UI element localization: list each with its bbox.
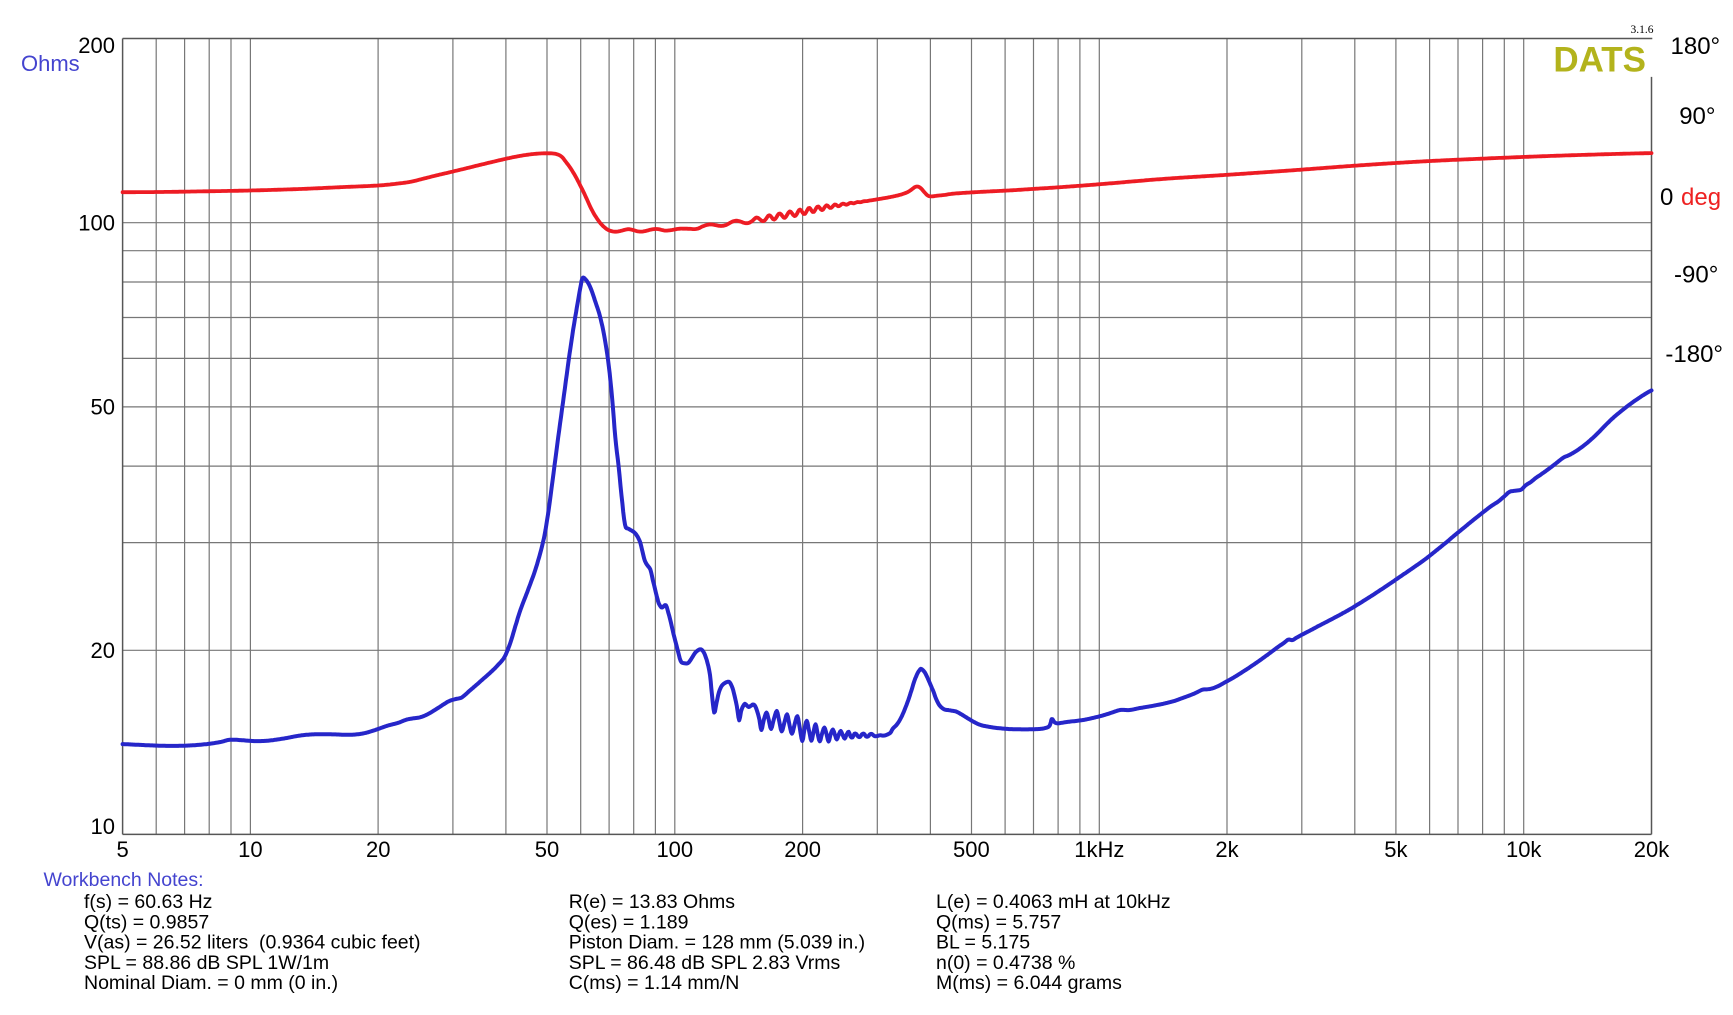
svg-text:deg: deg bbox=[1681, 184, 1721, 211]
svg-text:500: 500 bbox=[953, 837, 990, 862]
svg-text:20: 20 bbox=[91, 638, 115, 663]
svg-text:BL = 5.175: BL = 5.175 bbox=[936, 932, 1030, 954]
svg-text:200: 200 bbox=[78, 33, 115, 58]
svg-text:5k: 5k bbox=[1384, 837, 1408, 862]
svg-text:SPL = 88.86 dB SPL 1W/1m: SPL = 88.86 dB SPL 1W/1m bbox=[84, 952, 329, 974]
svg-text:L(e) = 0.4063 mH at 10kHz: L(e) = 0.4063 mH at 10kHz bbox=[936, 891, 1171, 913]
svg-text:90°: 90° bbox=[1679, 103, 1715, 130]
svg-text:3.1.6: 3.1.6 bbox=[1631, 24, 1654, 36]
svg-text:SPL = 86.48 dB SPL 2.83 Vrms: SPL = 86.48 dB SPL 2.83 Vrms bbox=[569, 952, 841, 974]
svg-text:f(s) = 60.63 Hz: f(s) = 60.63 Hz bbox=[84, 891, 212, 913]
svg-text:10: 10 bbox=[91, 814, 115, 839]
svg-text:5: 5 bbox=[116, 837, 128, 862]
svg-text:Piston Diam. = 128 mm (5.039 i: Piston Diam. = 128 mm (5.039 in.) bbox=[569, 932, 865, 954]
svg-text:10k: 10k bbox=[1506, 837, 1542, 862]
svg-text:20k: 20k bbox=[1634, 837, 1670, 862]
svg-text:50: 50 bbox=[535, 837, 559, 862]
svg-text:20: 20 bbox=[366, 837, 390, 862]
svg-text:Workbench Notes:: Workbench Notes: bbox=[44, 869, 204, 891]
svg-text:Ohms: Ohms bbox=[21, 51, 80, 76]
svg-text:10: 10 bbox=[238, 837, 262, 862]
svg-text:-90°: -90° bbox=[1674, 262, 1718, 289]
svg-text:Nominal Diam. = 0 mm (0 in.): Nominal Diam. = 0 mm (0 in.) bbox=[84, 972, 338, 994]
svg-text:Q(es) = 1.189: Q(es) = 1.189 bbox=[569, 911, 689, 933]
svg-text:-180°: -180° bbox=[1665, 341, 1723, 368]
svg-text:100: 100 bbox=[78, 210, 115, 235]
svg-text:180°: 180° bbox=[1671, 33, 1721, 60]
svg-text:n(0) = 0.4738 %: n(0) = 0.4738 % bbox=[936, 952, 1075, 974]
svg-text:Q(ms) = 5.757: Q(ms) = 5.757 bbox=[936, 911, 1061, 933]
svg-text:50: 50 bbox=[91, 395, 115, 420]
svg-text:Q(ts) = 0.9857: Q(ts) = 0.9857 bbox=[84, 911, 209, 933]
svg-text:0: 0 bbox=[1660, 184, 1673, 211]
svg-text:M(ms) = 6.044 grams: M(ms) = 6.044 grams bbox=[936, 972, 1122, 994]
svg-text:R(e) = 13.83 Ohms: R(e) = 13.83 Ohms bbox=[569, 891, 736, 913]
svg-text:2k: 2k bbox=[1215, 837, 1239, 862]
svg-text:1kHz: 1kHz bbox=[1074, 837, 1124, 862]
svg-text:100: 100 bbox=[656, 837, 693, 862]
svg-text:DATS: DATS bbox=[1553, 41, 1646, 80]
svg-text:V(as) = 26.52 liters (0.9364: V(as) = 26.52 liters (0.9364 cubic feet) bbox=[84, 932, 421, 954]
svg-text:C(ms) = 1.14 mm/N: C(ms) = 1.14 mm/N bbox=[569, 972, 740, 994]
svg-text:200: 200 bbox=[784, 837, 821, 862]
